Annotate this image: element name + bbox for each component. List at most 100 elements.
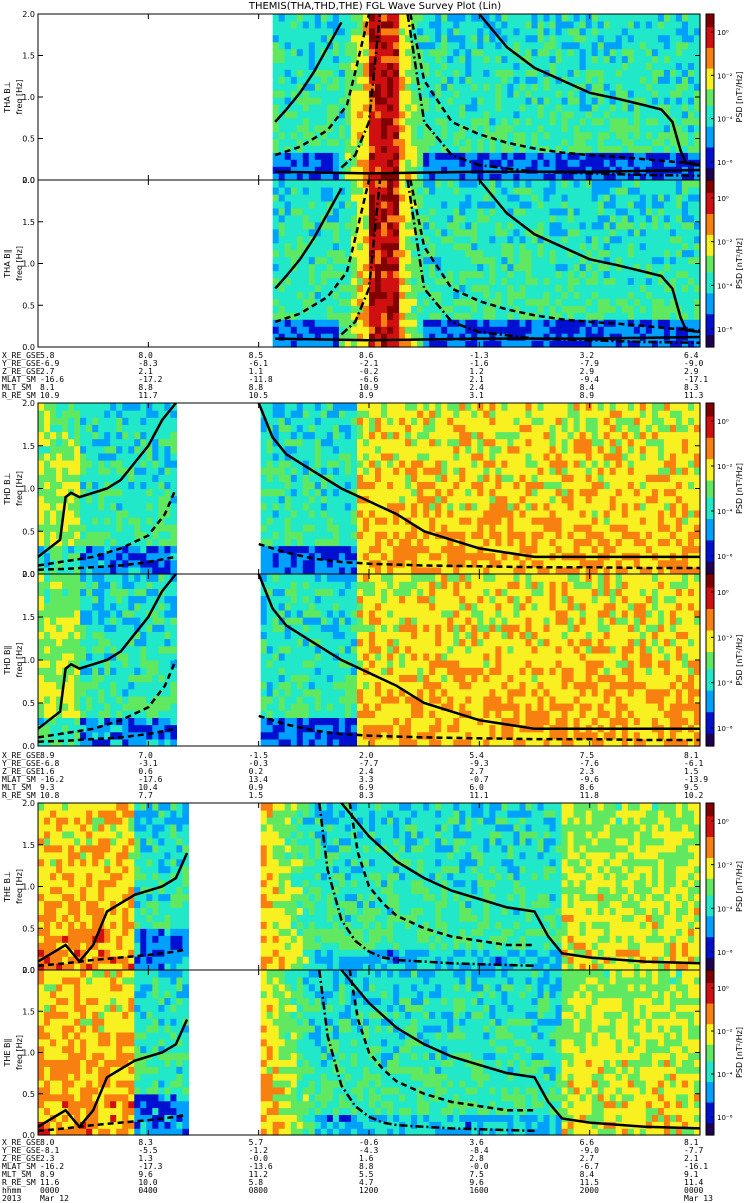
heatmap-cell [393,117,400,126]
heatmap-cell [272,55,280,63]
heatmap-cell [405,193,412,202]
heatmap-cell [435,207,442,216]
heatmap-cell [308,48,316,57]
heatmap-cell [80,438,87,447]
heatmap-cell [621,200,629,209]
heatmap-cell [314,83,322,91]
heatmap-cell [284,424,292,433]
heatmap-cell [429,193,436,202]
heatmap-cell [639,173,647,181]
heatmap-cell [363,110,370,119]
heatmap-cell [633,48,641,57]
heatmap-cell [453,277,460,285]
heatmap-cell [56,417,63,425]
heatmap-cell [423,438,430,447]
heatmap-cell [296,488,304,497]
heatmap-cell [278,14,286,22]
heatmap-cell [260,517,268,525]
heatmap-cell [561,131,569,140]
heatmap-cell [278,474,286,482]
heatmap-cell [537,173,545,181]
heatmap-cell [164,467,171,475]
heatmap-cell [332,48,340,57]
heatmap-cell [435,481,442,490]
heatmap-cell [615,131,623,140]
heatmap-cell [459,340,466,348]
heatmap-cell [44,452,51,461]
heatmap-cell [651,41,659,50]
heatmap-cell [477,452,484,461]
heatmap-cell [158,488,165,497]
heatmap-cell [615,207,623,216]
heatmap-cell [633,187,641,195]
heatmap-cell [669,180,677,188]
heatmap-cell [507,124,514,133]
heatmap-cell [344,242,352,251]
heatmap-cell [465,207,472,216]
heatmap-cell [459,83,466,91]
heatmap-cell [651,193,659,202]
heatmap-cell [369,531,376,539]
heatmap-cell [489,552,496,561]
heatmap-cell [441,452,448,461]
heatmap-cell [477,41,484,50]
heatmap-cell [158,424,165,433]
heatmap-cell [278,417,286,425]
heatmap-cell [110,559,117,568]
heatmap-cell [513,145,520,153]
heatmap-cell [435,193,442,202]
heatmap-cell [585,284,593,292]
heatmap-cell [338,166,346,174]
heatmap-cell [681,27,689,36]
heatmap-cell [314,200,322,209]
heatmap-cell [296,228,304,237]
heatmap-cell [302,103,310,112]
heatmap-cell [314,48,322,57]
heatmap-cell [128,545,135,554]
heatmap-cell [134,481,141,490]
heatmap-cell [62,552,69,561]
heatmap-cell [140,509,147,518]
heatmap-cell [633,117,641,126]
heatmap-cell [675,319,683,327]
heatmap-cell [537,14,545,22]
heatmap-cell [513,173,520,181]
heatmap-cell [603,34,611,43]
heatmap-cell [302,467,310,475]
heatmap-cell [675,83,683,91]
heatmap-cell [489,333,496,341]
heatmap-cell [597,34,605,43]
heatmap-cell [483,166,490,174]
heatmap-cell [296,152,304,160]
heatmap-cell [116,481,123,490]
heatmap-cell [694,152,701,160]
heatmap-cell [597,145,605,153]
heatmap-cell [381,103,388,112]
heatmap-cell [579,235,587,244]
heatmap-cell [519,110,527,119]
heatmap-cell [639,83,647,91]
heatmap-cell [38,502,45,511]
heatmap-cell [363,41,370,50]
heatmap-cell [338,452,346,461]
heatmap-cell [471,117,478,126]
heatmap-cell [531,221,539,230]
heatmap-cell [447,495,454,504]
heatmap-cell [615,249,623,258]
heatmap-cell [429,474,436,482]
heatmap-cell [278,566,286,575]
heatmap-cell [80,417,87,425]
heatmap-cell [338,298,346,306]
heatmap-cell [296,180,304,188]
heatmap-cell [122,495,129,504]
heatmap-cell [483,277,490,285]
heatmap-cell [74,438,81,447]
heatmap-cell [290,538,298,547]
heatmap-cell [278,62,286,70]
heatmap-cell [507,467,514,475]
heatmap-cell [405,467,412,475]
heatmap-cell [531,159,539,167]
heatmap-cell [266,531,274,539]
heatmap-cell [477,538,484,547]
heatmap-cell [290,410,298,418]
